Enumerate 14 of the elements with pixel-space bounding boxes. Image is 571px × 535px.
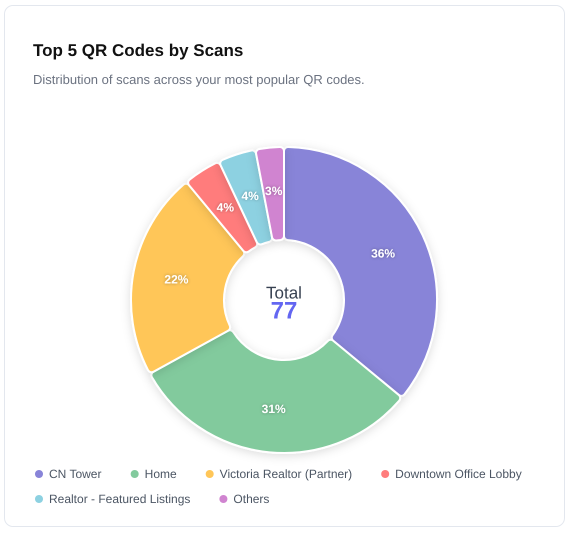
legend-label: Downtown Office Lobby [395,467,522,481]
legend-label: Realtor - Featured Listings [49,492,190,506]
data-label: 22% [164,272,189,286]
legend-label: Victoria Realtor (Partner) [220,467,352,481]
data-label: 3% [265,184,283,198]
data-label: 31% [262,402,286,416]
data-label: 36% [371,246,396,260]
chart-subtitle: Distribution of scans across your most popular QR codes. [33,72,365,87]
legend-label: Home [144,467,178,481]
legend-label: Others [233,492,270,506]
legend-label: CN Tower [49,467,102,481]
data-label: 4% [241,188,260,203]
data-label: 4% [216,200,234,215]
chart-title: Top 5 QR Codes by Scans [33,41,244,60]
